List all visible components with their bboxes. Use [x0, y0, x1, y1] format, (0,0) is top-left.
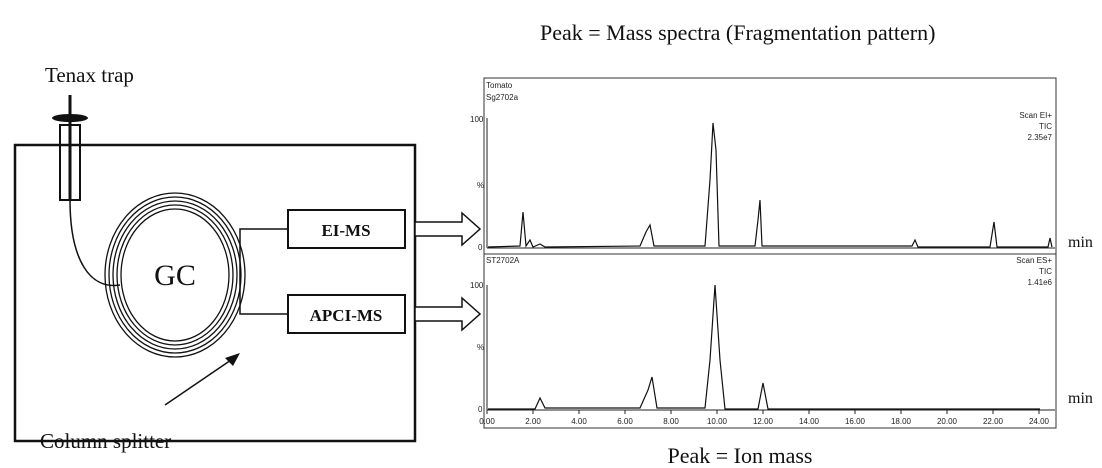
chromatogram-panel	[483, 77, 1057, 429]
x-tick-label: 8.00	[663, 417, 679, 426]
x-tick-label: 24.00	[1029, 417, 1050, 426]
y-label: 0	[478, 405, 483, 414]
scan-mode: Scan EI+	[1019, 111, 1052, 120]
detector-label: EI-MS	[321, 221, 370, 240]
intensity: 1.41e6	[1028, 278, 1053, 287]
top-caption: Peak = Mass spectra (Fragmentation patte…	[540, 20, 935, 45]
x-tick-label: 2.00	[525, 417, 541, 426]
sample-label: Tomato	[486, 81, 513, 90]
x-tick-label: 10.00	[707, 417, 728, 426]
y-label: 100	[470, 281, 484, 290]
scan-mode: Scan ES+	[1016, 256, 1052, 265]
column-coil	[104, 192, 246, 358]
arrow	[414, 211, 482, 247]
intensity: 2.35e7	[1028, 133, 1053, 142]
run-id: Sg2702a	[486, 93, 519, 102]
detector-box	[287, 209, 406, 249]
gc-label: GC	[154, 259, 196, 292]
x-axis-labels: 0.00 2.00 4.00 6.00 8.00 10.00 12.00 14.00 16.00…	[479, 410, 1050, 426]
trace-type: TIC	[1039, 122, 1052, 131]
x-tick-label: 16.00	[845, 417, 866, 426]
y-label: 0	[478, 243, 483, 252]
x-tick-label: 6.00	[617, 417, 633, 426]
split-lines	[239, 228, 288, 315]
bottom-axes	[486, 285, 1055, 411]
splitter-label: Column splitter	[40, 429, 171, 453]
trap-label: Tenax trap	[45, 63, 134, 87]
gc-oven	[13, 143, 417, 443]
detector-label: APCI-MS	[310, 306, 383, 325]
top-axes	[486, 118, 1055, 249]
x-tick-label: 14.00	[799, 417, 820, 426]
apci-trace	[488, 284, 1040, 410]
x-tick-label: 0.00	[479, 417, 495, 426]
detector-box	[287, 294, 406, 334]
x-unit: min	[1068, 390, 1093, 407]
x-tick-label: 4.00	[571, 417, 587, 426]
column-in	[69, 199, 121, 287]
trace-type: TIC	[1039, 267, 1052, 276]
run-id: ST2702A	[486, 256, 520, 265]
pointer-head	[225, 353, 240, 366]
arrow	[414, 296, 482, 332]
trap-cap	[52, 114, 88, 122]
y-label: 100	[470, 115, 484, 124]
pointer	[164, 357, 235, 406]
x-tick-label: 12.00	[753, 417, 774, 426]
ei-trace	[487, 122, 1053, 248]
x-tick-label: 20.00	[937, 417, 958, 426]
x-tick-label: 22.00	[983, 417, 1004, 426]
y-label: %	[477, 181, 484, 190]
y-label: %	[477, 343, 484, 352]
x-tick-label: 18.00	[891, 417, 912, 426]
x-unit: min	[1068, 234, 1093, 251]
bottom-caption: Peak = Ion mass	[668, 443, 813, 468]
